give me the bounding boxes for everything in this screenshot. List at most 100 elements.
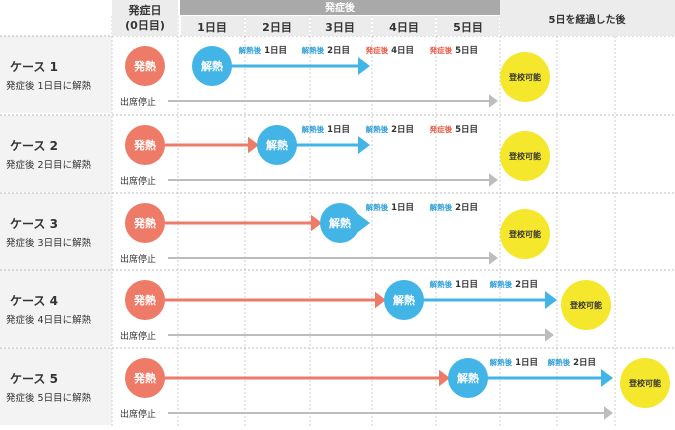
- attendance-stop-label: 出席停止: [120, 408, 156, 420]
- resolved-label: 解熱: [393, 293, 415, 307]
- annotation-count: 1日目: [327, 125, 350, 135]
- attendance-stop-label: 出席停止: [120, 96, 156, 108]
- day-header-cell: [311, 16, 371, 36]
- annotation-prefix: 発症後: [429, 45, 453, 55]
- day-header-label: 5日目: [453, 21, 483, 34]
- annotation-count: 5日目: [455, 125, 478, 135]
- annotation: 解熱後 2日目: [430, 202, 478, 213]
- day-header-label: 4日目: [389, 21, 419, 34]
- annotation-prefix: 解熱後: [490, 279, 513, 289]
- annotation-count: 1日目: [515, 358, 538, 368]
- after-five-header: 5日を経過した後: [549, 13, 627, 26]
- fever-label: 発熱: [133, 371, 156, 385]
- annotation: 解熱後 1日目: [490, 357, 538, 368]
- day-header-label: 1日目: [197, 21, 227, 34]
- day-header-cell: [246, 16, 309, 36]
- annotation: 解熱後 2日目: [302, 45, 350, 56]
- resolved-circle: [384, 280, 424, 320]
- case-subtitle: 発症後 2日目に解熱: [6, 159, 92, 171]
- can-attend-label: 登校可能: [628, 378, 661, 388]
- resolved-label: 解熱: [266, 138, 288, 152]
- annotation-prefix: 解熱後: [302, 124, 325, 134]
- case-label-cell: [0, 270, 112, 347]
- after-onset-header-cell: [180, 0, 500, 15]
- can-attend-circle: [500, 209, 550, 259]
- annotation-count: 4日目: [391, 46, 414, 56]
- case-title: ケース 4: [10, 294, 58, 308]
- case-row: ケース 2発症後 2日目に解熱出席停止発熱 解熱登校可能解熱後 1日目 解熱後 2日目発…: [6, 124, 550, 187]
- annotation: 解熱後 1日目: [239, 45, 287, 56]
- day-header-label: 2日目: [262, 21, 292, 34]
- fever-arrow-head: [439, 369, 450, 387]
- can-attend-label: 登校可能: [569, 300, 602, 310]
- annotation: 発症後 5日目: [429, 45, 478, 56]
- fever-circle: [125, 358, 165, 398]
- attendance-stop-arrow-head: [489, 251, 498, 265]
- resolved-label: 解熱: [329, 216, 351, 230]
- case-title: ケース 3: [10, 217, 58, 231]
- resolved-arrow-head: [358, 214, 370, 232]
- day-header-cell: [437, 16, 499, 36]
- case-row: ケース 1発症後 1日目に解熱出席停止発熱 解熱登校可能解熱後 1日目 解熱後 2日目発…: [6, 45, 550, 108]
- fever-circle: [125, 125, 165, 165]
- can-attend-circle: [620, 358, 670, 408]
- attendance-stop-label: 出席停止: [120, 330, 156, 342]
- case-subtitle: 発症後 3日目に解熱: [6, 237, 92, 249]
- case-subtitle: 発症後 5日目に解熱: [6, 392, 92, 404]
- day-header-cell: [373, 16, 435, 36]
- attendance-stop-arrow-head: [489, 94, 498, 108]
- annotation-count: 2日目: [515, 280, 538, 290]
- day-headers: 1日目 2日目 3日目 4日目 5日目: [181, 16, 499, 36]
- annotation-prefix: 解熱後: [430, 279, 453, 289]
- annotation-count: 1日目: [391, 203, 414, 213]
- fever-arrow-head: [248, 136, 259, 154]
- case-label-cell: [0, 193, 112, 270]
- annotation-prefix: 発症後: [365, 45, 389, 55]
- fever-label: 発熱: [133, 59, 156, 73]
- annotation-prefix: 発症後: [429, 124, 453, 134]
- background-layer: [0, 36, 112, 425]
- case-label-cell: [0, 348, 112, 425]
- case-title: ケース 1: [10, 60, 58, 74]
- attendance-stop-label: 出席停止: [120, 253, 156, 265]
- day-header-cell: [181, 16, 244, 36]
- fever-arrow-head: [311, 214, 322, 232]
- annotation-prefix: 解熱後: [430, 202, 453, 212]
- annotation: 解熱後 1日目: [430, 279, 478, 290]
- attendance-stop-arrow-head: [489, 173, 498, 187]
- after-five-header-cell: [500, 0, 675, 36]
- resolved-label: 解熱: [457, 371, 479, 385]
- attendance-stop-label: 出席停止: [120, 175, 156, 187]
- can-attend-label: 登校可能: [508, 151, 541, 161]
- onset-header-cell: [112, 0, 178, 36]
- fever-circle: [125, 203, 165, 243]
- annotation-count: 2日目: [391, 125, 414, 135]
- day-header-label: 3日目: [325, 21, 355, 34]
- annotation-count: 5日目: [455, 46, 478, 56]
- annotation-prefix: 解熱後: [548, 357, 571, 367]
- annotation: 解熱後 2日目: [490, 279, 538, 290]
- case-label-cell: [0, 36, 112, 113]
- annotation: 発症後 5日目: [429, 124, 478, 135]
- fever-arrow-head: [375, 291, 386, 309]
- after-onset-header: 発症後: [324, 1, 356, 14]
- case-label-cell: [0, 115, 112, 192]
- annotation-prefix: 解熱後: [490, 357, 513, 367]
- annotation: 解熱後 1日目: [366, 202, 414, 213]
- resolved-circle: [448, 358, 488, 398]
- fever-circle: [125, 280, 165, 320]
- can-attend-label: 登校可能: [508, 72, 541, 82]
- annotation-count: 2日目: [327, 46, 350, 56]
- resolved-arrow-head: [358, 136, 370, 154]
- annotation-prefix: 解熱後: [366, 202, 389, 212]
- annotation: 発症後 4日目: [365, 45, 414, 56]
- onset-header-line1: 発症日: [128, 3, 162, 17]
- resolved-arrow-head: [358, 57, 370, 75]
- onset-header-line2: (0日目): [125, 19, 165, 32]
- attendance-stop-arrow-head: [545, 328, 554, 342]
- annotation-count: 2日目: [455, 203, 478, 213]
- fever-circle: [125, 46, 165, 86]
- case-subtitle: 発症後 1日目に解熱: [6, 80, 92, 92]
